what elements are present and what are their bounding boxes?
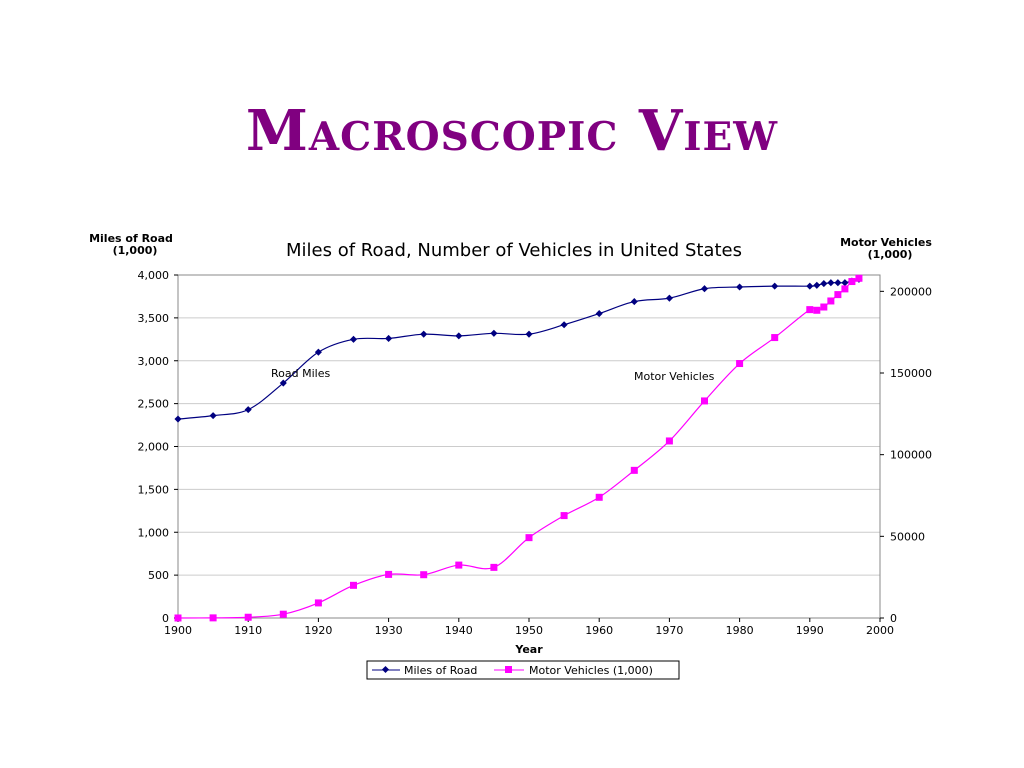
point-motor-vehicles-1-000-1910	[244, 613, 252, 621]
legend-marker-miles-of-road	[381, 665, 390, 674]
point-miles-of-road-1990	[806, 282, 814, 290]
point-miles-of-road-1992	[820, 280, 828, 288]
slide-title: Macroscopic View	[245, 98, 779, 164]
point-miles-of-road-1905	[209, 412, 217, 420]
series-line-miles-of-road	[177, 278, 860, 420]
point-miles-of-road-1993	[827, 279, 835, 287]
point-motor-vehicles-1-000-1994	[834, 291, 842, 299]
left-tick-label-2: 1,000	[138, 526, 170, 539]
point-motor-vehicles-1-000-1985	[771, 334, 779, 342]
point-miles-of-road-1900	[174, 415, 182, 423]
annotation-motor-vehicles: Motor Vehicles	[634, 370, 715, 383]
chart-title: Miles of Road, Number of Vehicles in Uni…	[286, 240, 742, 261]
point-motor-vehicles-1-000-1995	[841, 285, 849, 293]
right-axis-title-line1: Motor Vehicles	[840, 236, 932, 249]
point-miles-of-road-1985	[771, 282, 779, 290]
point-motor-vehicles-1-000-1996	[848, 278, 856, 286]
left-tick-label-6: 3,000	[138, 355, 170, 368]
point-miles-of-road-1994	[834, 279, 842, 287]
point-miles-of-road-1940	[455, 332, 463, 340]
x-tick-label-5: 1950	[515, 624, 543, 637]
point-miles-of-road-1920	[314, 348, 322, 356]
point-motor-vehicles-1-000-1955	[560, 512, 568, 520]
x-tick-label-2: 1920	[304, 624, 332, 637]
point-motor-vehicles-1-000-1970	[665, 437, 673, 445]
point-motor-vehicles-1-000-1975	[701, 397, 708, 405]
legend-label-miles-of-road: Miles of Road	[404, 664, 477, 677]
legend: Miles of Road Motor Vehicles (1,000)	[366, 660, 680, 680]
point-miles-of-road-1930	[385, 334, 393, 342]
point-motor-vehicles-1-000-1950	[525, 534, 533, 542]
left-tick-label-7: 3,500	[138, 312, 170, 325]
left-tick-label-0: 0	[162, 612, 169, 625]
point-miles-of-road-1965	[630, 298, 638, 306]
x-tick-label-6: 1960	[585, 624, 613, 637]
right-tick-label-4: 200000	[890, 285, 932, 298]
left-axis-title-line1: Miles of Road	[89, 232, 173, 245]
left-tick-label-8: 4,000	[138, 269, 170, 282]
x-tick-label-10: 2000	[866, 624, 894, 637]
point-motor-vehicles-1-000-1992	[820, 303, 828, 311]
point-motor-vehicles-1-000-1990	[806, 306, 814, 314]
point-motor-vehicles-1-000-1920	[314, 599, 322, 607]
x-tick-label-8: 1980	[726, 624, 754, 637]
point-miles-of-road-1960	[595, 310, 603, 318]
point-motor-vehicles-1-000-1980	[736, 360, 744, 368]
right-axis-title-line2: (1,000)	[868, 248, 913, 261]
left-tick-label-1: 500	[148, 569, 169, 582]
annotation-road-miles: Road Miles	[271, 367, 330, 380]
point-miles-of-road-1995	[841, 279, 849, 287]
point-motor-vehicles-1-000-1930	[385, 570, 393, 578]
x-axis-title: Year	[514, 643, 543, 656]
point-motor-vehicles-1-000-1997	[855, 274, 863, 282]
left-tick-label-3: 1,500	[138, 483, 170, 496]
point-miles-of-road-1970	[665, 294, 673, 302]
point-miles-of-road-1955	[560, 321, 568, 329]
point-motor-vehicles-1-000-1940	[455, 561, 463, 569]
point-miles-of-road-1980	[736, 283, 744, 291]
point-miles-of-road-1950	[525, 330, 533, 338]
left-axis-title-line2: (1,000)	[113, 244, 158, 257]
x-tick-label-7: 1970	[655, 624, 683, 637]
point-motor-vehicles-1-000-1925	[350, 581, 357, 589]
legend-label-motor-vehicles: Motor Vehicles (1,000)	[529, 664, 653, 677]
right-tick-label-1: 50000	[890, 530, 925, 543]
grid-layer	[178, 274, 880, 576]
legend-marker-motor-vehicles	[505, 666, 512, 673]
point-motor-vehicles-1-000-1935	[420, 571, 428, 579]
right-tick-label-0: 0	[890, 612, 897, 625]
point-motor-vehicles-1-000-1905	[209, 614, 217, 622]
point-motor-vehicles-1-000-1960	[595, 493, 603, 501]
point-motor-vehicles-1-000-1945	[490, 563, 498, 571]
x-tick-label-0: 1900	[164, 624, 192, 637]
point-motor-vehicles-1-000-1900	[174, 614, 182, 622]
left-tick-label-5: 2,500	[138, 398, 170, 411]
series-layer	[174, 274, 863, 622]
point-miles-of-road-1945	[490, 329, 498, 337]
right-tick-label-2: 100000	[890, 449, 932, 462]
point-motor-vehicles-1-000-1915	[279, 610, 287, 618]
point-motor-vehicles-1-000-1991	[813, 306, 821, 314]
x-tick-label-3: 1930	[375, 624, 403, 637]
point-miles-of-road-1935	[420, 330, 428, 338]
point-miles-of-road-1991	[813, 281, 821, 289]
x-tick-label-9: 1990	[796, 624, 824, 637]
x-tick-label-4: 1940	[445, 624, 473, 637]
left-tick-label-4: 2,000	[138, 441, 170, 454]
point-miles-of-road-1975	[700, 285, 709, 293]
point-motor-vehicles-1-000-1965	[630, 466, 638, 474]
ticks-layer: 0 500 1,000 1,500 2,000 2,500 3,000 3,500 4,000 0…	[138, 269, 933, 637]
point-miles-of-road-1915	[279, 379, 287, 387]
x-tick-label-1: 1910	[234, 624, 262, 637]
series-line-motor-vehicles-1-000	[177, 277, 860, 619]
point-miles-of-road-1925	[349, 335, 358, 343]
point-motor-vehicles-1-000-1993	[827, 297, 835, 305]
right-tick-label-3: 150000	[890, 367, 932, 380]
point-miles-of-road-1910	[244, 406, 252, 414]
